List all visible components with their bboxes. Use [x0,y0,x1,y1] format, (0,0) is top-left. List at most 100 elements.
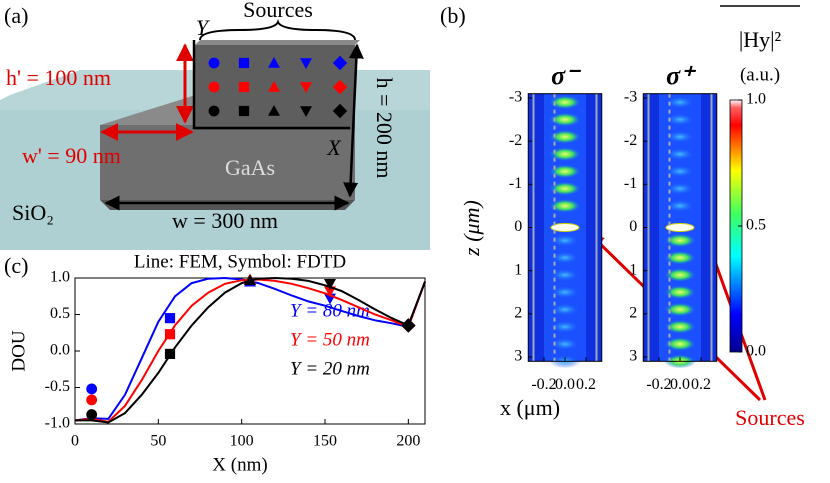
field-lobe [664,147,696,162]
z-tick-label: -2 [624,132,637,149]
x-tick-label: 0.0 [670,376,690,393]
z-tick-label: -2 [509,132,522,149]
z-tick-label: 2 [629,305,637,322]
map-title: σ⁺ [666,61,696,90]
field-lobe [549,302,581,317]
marker [164,313,176,324]
field-lobe [664,129,696,144]
x-tick-label: 0 [71,433,79,450]
z-tick-label: 1 [514,261,522,278]
field-lobe [664,164,696,179]
marker [208,57,220,69]
y-tick-label: -1.0 [45,415,70,432]
sources-label: Sources [243,0,313,22]
field-lobe [549,319,581,334]
panel-c: (c) Line: FEM, Symbol: FDTD DOU X (nm) 0… [4,251,426,475]
h-arrow [343,43,364,198]
field-lobe [549,95,581,110]
panel-b: (b) z (μm) x (μm) |Hy|² (a.u.) Sources σ… [440,3,805,430]
y-tick-label: 1.0 [50,269,70,286]
material-label: GaAs [225,155,275,180]
colorbar-tick-label: 0.0 [746,343,766,360]
marker [164,348,176,360]
panel-label: (c) [4,253,28,278]
map-title: σ⁻ [551,61,581,90]
field-lobe [549,337,581,352]
marker [208,105,220,117]
field-lobe [664,267,696,282]
w-label: w = 300 nm [172,208,278,233]
x-tick-label: 0.2 [691,376,711,393]
x-tick-label: 150 [313,433,337,450]
marker [164,329,176,340]
marker [268,81,280,92]
marker [268,105,280,116]
x-axis-label: x (μm) [500,395,560,420]
field-lobe [549,285,581,300]
x-tick-label: 200 [396,433,420,450]
panel-label: (b) [440,3,466,28]
z-tick-label: 2 [514,305,522,322]
y-tick-label: 0.0 [50,342,70,359]
field-lobe [549,198,581,213]
y-axis-title: DOU [8,330,29,371]
field-lobe [664,302,696,317]
marker [86,383,98,395]
field-lobe [549,233,581,248]
field-lobe [549,181,581,196]
field-lobe [549,164,581,179]
z-tick-label: 3 [514,348,522,365]
marker [401,318,416,333]
field-lobe [664,198,696,213]
y-tick-label: -0.5 [45,378,70,395]
z-tick-label: -3 [624,89,637,106]
fem-line [74,278,426,423]
x-tick-label: 0.2 [576,376,596,393]
x-tick-label: 100 [230,433,254,450]
x-tick-label: 50 [150,433,166,450]
colorbar-unit: (a.u.) [740,64,780,85]
field-lobe [549,112,581,127]
x-tick-label: 0.0 [555,376,575,393]
colorbar-tick-label: 1.0 [746,91,766,108]
field-lobe [549,147,581,162]
z-tick-label: 0 [514,218,522,235]
brace [199,19,356,41]
x-tick-label: -0.2 [646,376,671,393]
y-axis-label: Y [196,15,211,40]
field-lobe [664,337,696,352]
colorbar-tick-label: 0.5 [746,217,766,234]
z-tick-label: -3 [509,89,522,106]
field-lobe [549,129,581,144]
marker [86,409,98,420]
z-tick-label: 3 [629,348,637,365]
marker [300,106,312,117]
field-lobe [664,319,696,334]
field-lobe [664,233,696,248]
h-label: h = 200 nm [372,77,397,178]
marker [244,274,256,285]
fem-line [74,276,426,422]
z-axis-label: z (μm) [459,200,484,257]
legend-entry: Y = 80 nm [290,300,370,321]
source-spot [665,223,695,232]
marker [238,105,250,117]
x-tick-label: -0.2 [531,376,556,393]
marker [86,394,98,406]
z-tick-label: -1 [509,175,522,192]
w-prime-label: w' = 90 nm [22,143,121,168]
x-axis-label: X [326,135,342,160]
panel-label: (a) [4,3,28,28]
source-spot [550,223,580,232]
sources-annotation: Sources [735,405,805,430]
marker [324,279,336,290]
substrate-label: SiO₂ [12,200,54,225]
field-lobe [664,181,696,196]
marker [300,82,312,93]
h-prime-label: h' = 100 nm [6,65,111,90]
field-lobe [549,250,581,265]
field-lobe [664,250,696,265]
legend-entry: Y = 20 nm [290,358,370,379]
